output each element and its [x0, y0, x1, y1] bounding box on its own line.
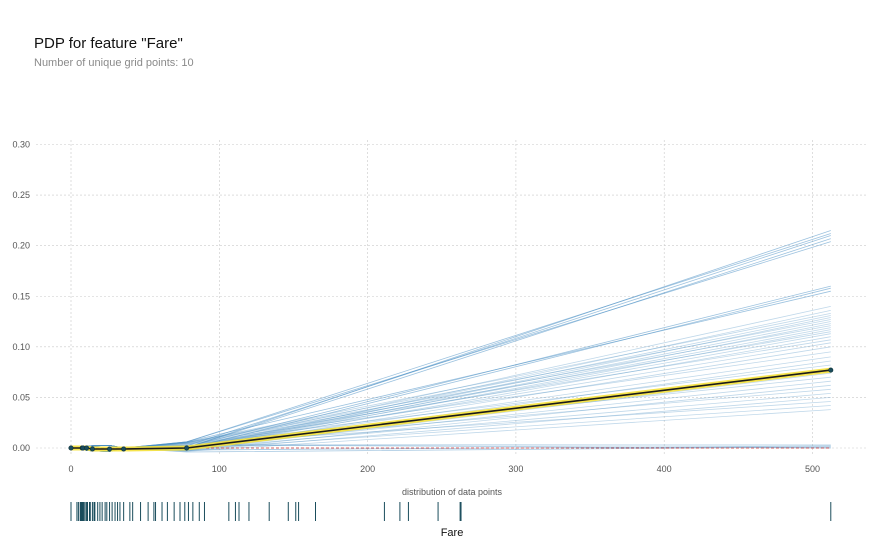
pdp-point — [84, 445, 90, 451]
y-tick-label: 0.30 — [12, 140, 30, 150]
ice-line — [71, 376, 831, 449]
ice-line — [71, 306, 831, 451]
distribution-layer — [70, 502, 832, 521]
ice-line — [71, 287, 831, 452]
x-axis-label: Fare — [441, 527, 464, 539]
y-tick-label: 0.15 — [12, 291, 30, 301]
x-tick-label: 300 — [508, 464, 523, 474]
x-tick-label: 400 — [657, 464, 672, 474]
x-tick-label: 500 — [805, 464, 820, 474]
pdp-point — [89, 446, 95, 452]
ice-line — [71, 351, 831, 449]
ice-line — [71, 329, 831, 452]
ice-lines-layer — [71, 230, 831, 453]
pdp-layer — [68, 367, 834, 452]
ice-line — [71, 401, 831, 449]
y-tick-label: 0.00 — [12, 443, 30, 453]
y-tick-label: 0.05 — [12, 392, 30, 402]
x-tick-label: 200 — [360, 464, 375, 474]
x-tick-label: 100 — [212, 464, 227, 474]
pdp-point — [68, 445, 74, 451]
y-tick-label: 0.20 — [12, 241, 30, 251]
x-tick-label: 0 — [68, 464, 73, 474]
distribution-label: distribution of data points — [402, 487, 503, 497]
pdp-point — [184, 445, 190, 451]
ice-line — [71, 360, 831, 452]
tick-labels-layer: 0 100 200 300 400 500 0.00 0.05 0.10 0.15 0.20 0.25… — [12, 140, 820, 475]
y-tick-label: 0.25 — [12, 190, 30, 200]
chart-title: PDP for feature "Fare" — [34, 35, 183, 52]
pdp-point — [107, 446, 113, 452]
y-tick-label: 0.10 — [12, 342, 30, 352]
pdp-point — [121, 446, 127, 452]
pdp-point — [828, 367, 834, 373]
chart-subtitle: Number of unique grid points: 10 — [34, 57, 194, 69]
ice-line — [71, 323, 831, 452]
